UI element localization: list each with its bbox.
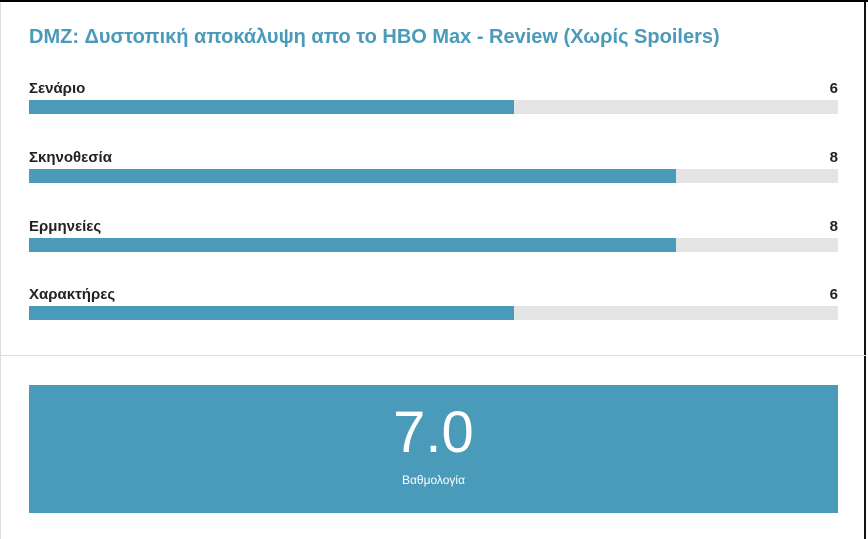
criterion-label: Ερμηνείες — [29, 218, 102, 235]
total-score-box: 7.0 Βαθμολογία — [29, 385, 838, 513]
criterion-bar-fill — [29, 169, 677, 183]
criterion-bar-fill — [29, 100, 515, 114]
total-score-label: Βαθμολογία — [401, 473, 466, 487]
criterion-bar-fill — [29, 306, 515, 320]
review-title: DMZ: Δυστοπική αποκάλυψη απο το HBO Max … — [29, 26, 720, 48]
criterion-bar-track — [29, 100, 838, 114]
criterion-bar-fill — [29, 238, 677, 252]
total-score-value: 7.0 — [393, 400, 474, 465]
criterion-bar-track — [29, 169, 838, 183]
criterion-value: 6 — [829, 286, 838, 303]
criterion-label: Χαρακτήρες — [29, 286, 116, 303]
criterion-label: Σκηνοθεσία — [29, 149, 112, 166]
divider — [0, 355, 866, 356]
criterion-label: Σενάριο — [29, 80, 86, 97]
criterion-bar-track — [29, 238, 838, 252]
criterion-bar-track — [29, 306, 838, 320]
criterion-value: 8 — [829, 149, 838, 166]
criterion-value: 8 — [829, 218, 838, 235]
criterion-value: 6 — [829, 80, 838, 97]
